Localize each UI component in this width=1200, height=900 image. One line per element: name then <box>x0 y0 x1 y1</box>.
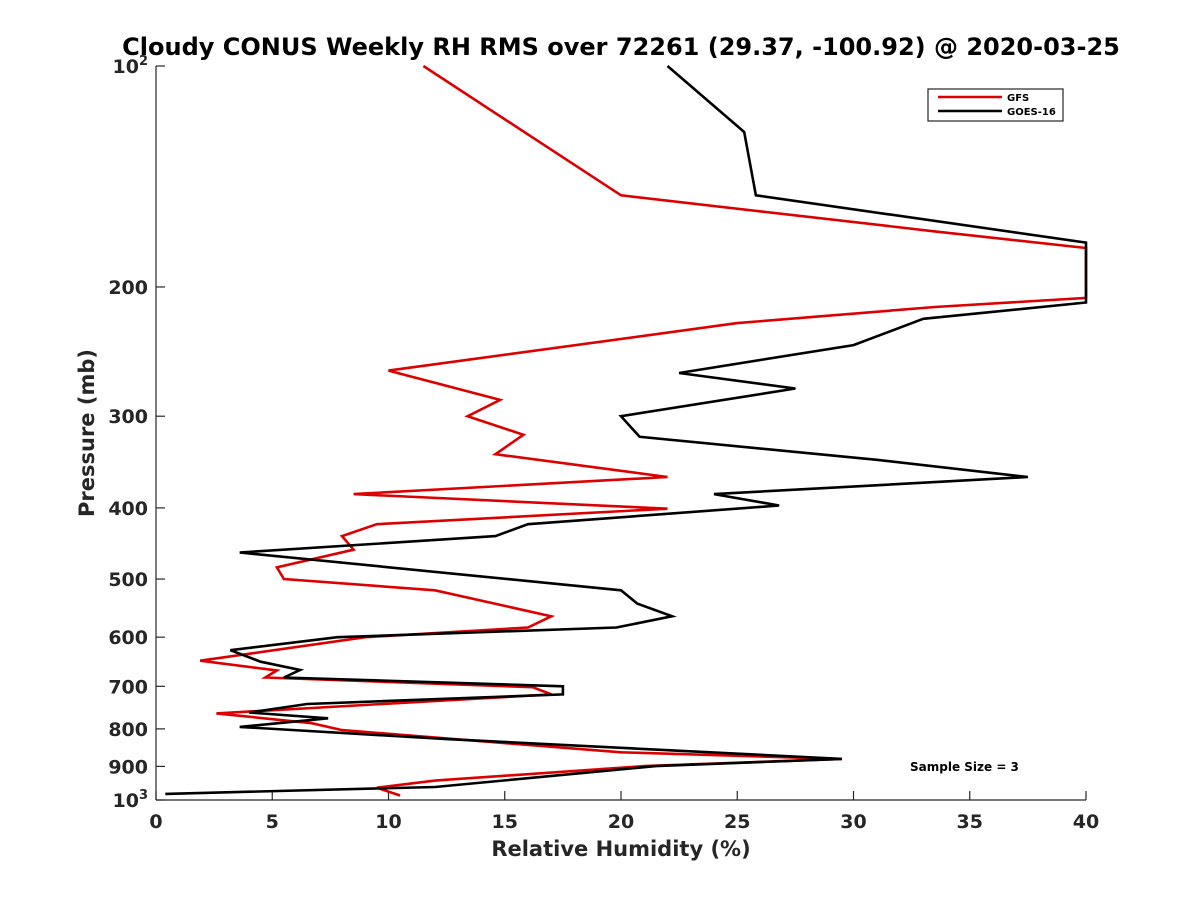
y-ticks: 102 200 300 400 500 600 700 800 900 103 <box>108 54 165 812</box>
x-tick-label: 30 <box>840 811 866 833</box>
series-line-goes16 <box>165 65 1088 796</box>
x-tick-label: 40 <box>1073 811 1099 833</box>
x-ticks: 0 5 10 15 20 25 30 35 40 <box>149 791 1099 833</box>
series-line-gfs <box>200 64 1088 797</box>
y-tick-label: 600 <box>108 627 148 649</box>
y-tick-label: 400 <box>108 498 148 520</box>
x-axis-label: Relative Humidity (%) <box>491 837 750 861</box>
legend: GFS GOES-16 <box>927 88 1064 122</box>
legend-label-gfs: GFS <box>1007 93 1029 104</box>
sample-size-annotation: Sample Size = 3 <box>910 760 1019 774</box>
x-tick-label: 25 <box>724 811 750 833</box>
series-layer <box>165 64 1088 797</box>
y-tick-label: 103 <box>113 788 149 812</box>
legend-box <box>927 88 1064 122</box>
y-tick-label: 500 <box>108 569 148 591</box>
plot-frame <box>155 66 1086 801</box>
y-tick-label: 700 <box>108 676 148 698</box>
y-tick-label: 800 <box>108 719 148 741</box>
x-tick-label: 10 <box>375 811 401 833</box>
x-tick-label: 0 <box>149 811 162 833</box>
y-tick-label: 900 <box>108 756 148 778</box>
legend-label-goes16: GOES-16 <box>1007 107 1056 118</box>
y-tick-label: 200 <box>108 277 148 299</box>
x-tick-label: 15 <box>492 811 518 833</box>
y-axis-label: Pressure (mb) <box>75 349 99 517</box>
x-tick-label: 20 <box>608 811 634 833</box>
chart-title: Cloudy CONUS Weekly RH RMS over 72261 (2… <box>122 33 1120 61</box>
x-tick-label: 35 <box>957 811 983 833</box>
y-tick-label: 300 <box>108 406 148 428</box>
x-tick-label: 5 <box>266 811 279 833</box>
y-tick-label: 102 <box>113 54 149 78</box>
